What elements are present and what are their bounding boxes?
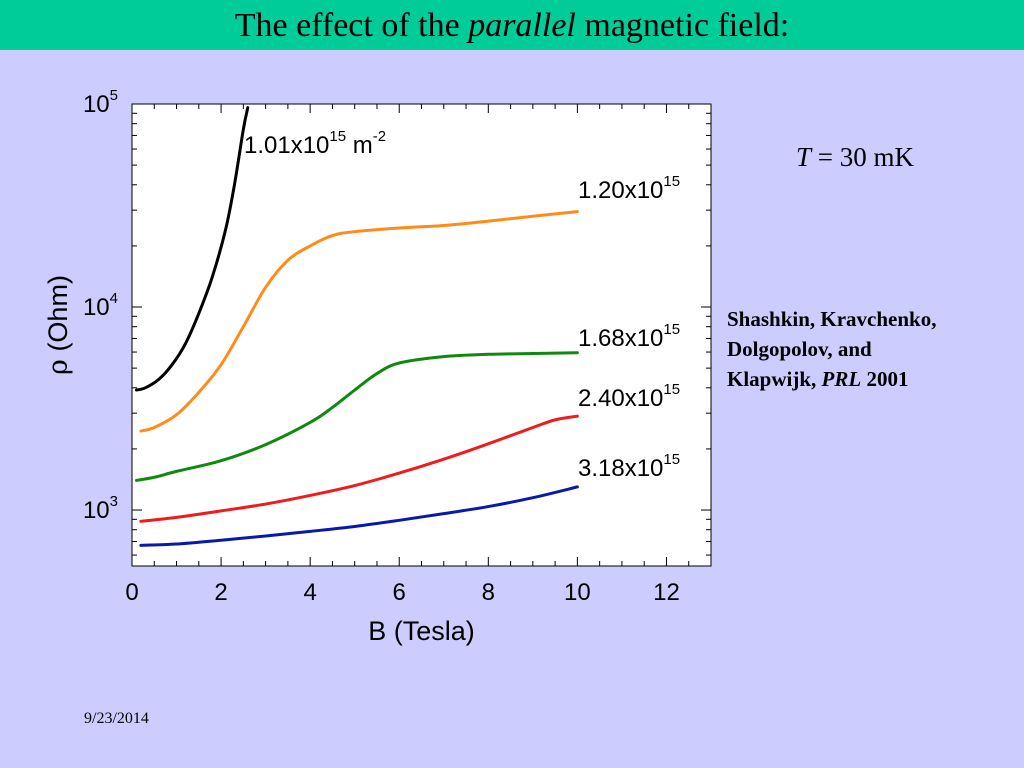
citation-line-2: Dolgopolov, and <box>727 337 872 361</box>
series-label-unit-exponent: -2 <box>373 128 386 145</box>
x-tick-label: 6 <box>393 579 406 606</box>
series-label-1: 1.01x1015 m-2 <box>244 128 386 159</box>
y-tick-base: 10 <box>83 294 110 321</box>
temperature-symbol: T <box>796 142 812 172</box>
y-tick-exponent: 3 <box>110 493 118 510</box>
series-line-5 <box>139 485 579 547</box>
temperature-value: = 30 mK <box>811 142 915 172</box>
title-text-end: magnetic field: <box>575 7 790 44</box>
plot-area <box>131 103 712 567</box>
citation-journal: PRL <box>821 367 862 391</box>
series-line-2 <box>139 210 579 433</box>
series-label-base: 1.68x10 <box>578 325 663 352</box>
series-label-5: 3.18x1015 <box>578 451 680 482</box>
y-axis-label: ρ (Ohm) <box>43 275 74 375</box>
citation-authors-end: Klapwijk, <box>727 367 822 391</box>
y-tick-base: 10 <box>83 91 110 118</box>
y-tick-label: 105 <box>83 87 118 118</box>
series-label-4: 2.40x1015 <box>578 381 680 412</box>
x-tick-label: 0 <box>125 579 138 606</box>
series-label-exponent: 15 <box>663 321 680 338</box>
title-text-emphasis: parallel <box>468 7 576 44</box>
series-label-exponent: 15 <box>329 128 346 145</box>
series-label-exponent: 15 <box>663 451 680 468</box>
series-label-base: 2.40x10 <box>578 385 663 412</box>
series-label-base: 1.20x10 <box>578 177 663 204</box>
x-tick-label: 10 <box>564 579 591 606</box>
slide-title: The effect of the parallel magnetic fiel… <box>0 6 1024 46</box>
series-line-3 <box>134 351 579 482</box>
series-label-base: 1.01x10 <box>244 132 329 159</box>
x-tick-label: 12 <box>653 579 680 606</box>
series-label-base: 3.18x10 <box>578 455 663 482</box>
x-tick-label: 2 <box>214 579 227 606</box>
series-label-exponent: 15 <box>663 173 680 190</box>
x-tick-label: 4 <box>303 579 316 606</box>
series-label-3: 1.68x1015 <box>578 321 680 352</box>
title-text-start: The effect of the <box>234 7 469 44</box>
series-label-exponent: 15 <box>663 381 680 398</box>
y-tick-exponent: 5 <box>110 87 118 104</box>
title-bar <box>0 0 1024 50</box>
series-line-4 <box>139 414 579 523</box>
slide-date: 9/23/2014 <box>84 710 149 727</box>
citation-line-1: Shashkin, Kravchenko, <box>727 307 937 331</box>
citation-year: 2001 <box>861 367 909 391</box>
series-line-1 <box>134 106 250 392</box>
temperature-note: T = 30 mK <box>796 142 914 173</box>
y-tick-exponent: 4 <box>110 290 118 307</box>
x-axis-label: B (Tesla) <box>368 616 475 646</box>
y-tick-label: 104 <box>83 290 118 321</box>
series-label-unit: m <box>346 132 373 159</box>
citation-line-3: Klapwijk, PRL 2001 <box>727 364 1017 394</box>
series-label-2: 1.20x1015 <box>578 173 680 204</box>
y-tick-label: 103 <box>83 493 118 524</box>
x-tick-label: 8 <box>482 579 495 606</box>
y-tick-base: 10 <box>83 497 110 524</box>
citation: Shashkin, Kravchenko, Dolgopolov, and Kl… <box>727 304 1017 394</box>
y-axis-label-symbol: ρ <box>43 359 74 375</box>
y-axis-label-unit: (Ohm) <box>43 275 73 359</box>
